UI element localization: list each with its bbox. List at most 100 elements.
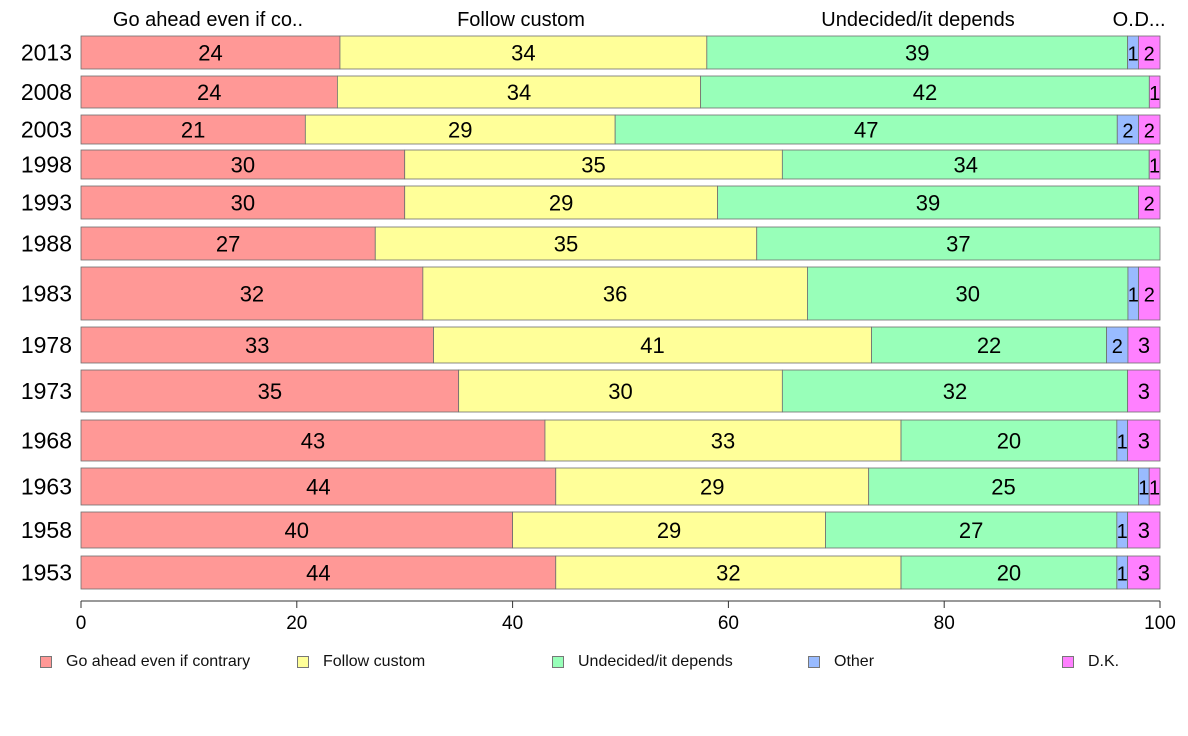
column-header-1: Follow custom: [457, 9, 585, 31]
bar-label-1993-dk: 2: [1144, 194, 1155, 216]
column-headers: Go ahead even if co.. Follow custom Undeci…: [113, 9, 1166, 31]
bar-row-1988: 27 35 37: [80, 226, 1161, 261]
bar-1973-dk: [1127, 369, 1161, 413]
bar-label-1963-dk: 1: [1149, 478, 1160, 500]
bar-label-1958-follow-custom: 29: [657, 518, 681, 543]
bar-row-2013: 24 34 39 1 2: [80, 35, 1161, 70]
bar-1998-dk: [1148, 149, 1161, 180]
bar-row-1998: 30 35 34 1: [80, 149, 1161, 180]
bar-label-2003-go-ahead: 21: [181, 118, 205, 143]
x-tick-label-20: 20: [286, 613, 307, 634]
year-label-1993: 1993: [21, 190, 72, 216]
bar-label-1953-follow-custom: 32: [716, 561, 740, 586]
bar-1983-dk: [1138, 266, 1161, 321]
bar-1973-undecided: [781, 369, 1129, 413]
bar-label-1973-go-ahead: 35: [258, 379, 282, 404]
legend-item-dk: D.K.: [1062, 652, 1119, 672]
bar-1968-go-ahead: [80, 419, 546, 462]
legend-item-other: Other: [808, 652, 874, 672]
bar-row-1968: 43 33 20 1 3: [80, 419, 1161, 462]
legend-swatch-undecided: [552, 656, 564, 668]
bar-1993-undecided: [717, 185, 1139, 220]
bar-label-1963-go-ahead: 44: [306, 475, 330, 500]
bar-1958-go-ahead: [80, 511, 514, 549]
bar-1958-dk: [1127, 511, 1161, 549]
bar-1998-follow-custom: [404, 149, 783, 180]
x-axis: 0 20 40 60 80 100: [76, 600, 1176, 634]
bar-1973-follow-custom: [458, 369, 783, 413]
bar-label-1968-dk: 3: [1138, 429, 1150, 454]
bar-row-1993: 30 29 39 2: [80, 185, 1161, 220]
year-label-2013: 2013: [21, 40, 72, 66]
bar-1968-follow-custom: [544, 419, 902, 462]
bar-2013-dk: [1138, 35, 1161, 70]
bar-label-1978-follow-custom: 41: [640, 333, 664, 358]
x-tick-label-0: 0: [76, 613, 87, 634]
bar-label-1983-other: 1: [1128, 285, 1139, 307]
x-tick-label-40: 40: [502, 613, 523, 634]
bar-label-2013-go-ahead: 24: [198, 41, 222, 66]
bar-1973-go-ahead: [80, 369, 460, 413]
legend-item-undecided: Undecided/it depends: [552, 652, 733, 672]
bar-label-1963-other: 1: [1138, 478, 1149, 500]
bar-1978-dk: [1127, 326, 1161, 364]
bar-2003-follow-custom: [304, 114, 616, 145]
bar-2008-dk: [1148, 75, 1161, 109]
bar-1983-follow-custom: [422, 266, 808, 321]
bar-1968-dk: [1127, 419, 1161, 462]
bar-label-2008-follow-custom: 34: [507, 80, 531, 105]
bar-row-1983: 32 36 30 1 2: [80, 266, 1161, 321]
stacked-bar-chart: Go ahead even if co.. Follow custom Undeci…: [21, 9, 1176, 634]
bar-1963-follow-custom: [555, 467, 870, 506]
bar-label-1983-undecided: 30: [955, 282, 979, 307]
year-label-1968: 1968: [21, 428, 72, 454]
bar-label-1953-go-ahead: 44: [306, 561, 330, 586]
column-header-3: O..: [1113, 9, 1140, 31]
bar-label-2003-other: 2: [1122, 121, 1133, 143]
bar-1993-dk: [1138, 185, 1161, 220]
bar-1993-follow-custom: [404, 185, 719, 220]
bar-label-2003-undecided: 47: [854, 118, 878, 143]
bar-label-1983-follow-custom: 36: [603, 282, 627, 307]
legend-item-go-ahead: Go ahead even if contrary: [40, 652, 250, 672]
bar-1993-go-ahead: [80, 185, 406, 220]
bar-label-1968-undecided: 20: [997, 429, 1021, 454]
year-label-2008: 2008: [21, 79, 72, 105]
bar-row-2008: 24 34 42 1: [80, 75, 1161, 109]
bar-label-1978-undecided: 22: [977, 333, 1001, 358]
bar-label-1968-other: 1: [1117, 432, 1128, 454]
bar-1988-go-ahead: [80, 226, 376, 261]
bar-1978-undecided: [871, 326, 1107, 364]
bar-label-2013-undecided: 39: [905, 41, 929, 66]
legend: Go ahead even if contrary Follow custom …: [0, 652, 1188, 676]
bar-row-1953: 44 32 20 1 3: [80, 555, 1161, 590]
bar-label-1978-dk: 3: [1138, 333, 1150, 358]
bar-1983-go-ahead: [80, 266, 424, 321]
bar-label-1998-undecided: 34: [954, 153, 978, 178]
bar-label-1958-other: 1: [1117, 521, 1128, 543]
bar-row-1958: 40 29 27 1 3: [80, 511, 1161, 549]
bar-label-1998-dk: 1: [1149, 156, 1160, 178]
legend-label-undecided: Undecided/it depends: [578, 653, 733, 670]
bar-label-1953-undecided: 20: [997, 561, 1021, 586]
legend-label-dk: D.K.: [1088, 653, 1120, 670]
bar-label-2003-follow-custom: 29: [448, 118, 472, 143]
x-tick-label-100: 100: [1144, 613, 1176, 634]
year-label-1973: 1973: [21, 378, 72, 404]
bar-2003-go-ahead: [80, 114, 306, 145]
bar-1998-go-ahead: [80, 149, 406, 180]
bar-label-1963-undecided: 25: [991, 475, 1015, 500]
column-header-0: Go ahead even if co..: [113, 9, 303, 31]
bar-label-1963-follow-custom: 29: [700, 475, 724, 500]
bar-label-1968-go-ahead: 43: [301, 429, 325, 454]
bar-label-1953-other: 1: [1117, 564, 1128, 586]
bar-label-1993-follow-custom: 29: [549, 191, 573, 216]
column-header-4: D...: [1134, 9, 1165, 31]
bar-label-2013-other: 1: [1127, 44, 1138, 66]
bar-label-1958-go-ahead: 40: [285, 518, 309, 543]
bar-label-1978-go-ahead: 33: [245, 333, 269, 358]
bar-2008-undecided: [700, 75, 1150, 109]
bar-1953-undecided: [900, 555, 1118, 590]
bar-label-1993-undecided: 39: [916, 191, 940, 216]
bar-label-2003-dk: 2: [1144, 121, 1155, 143]
